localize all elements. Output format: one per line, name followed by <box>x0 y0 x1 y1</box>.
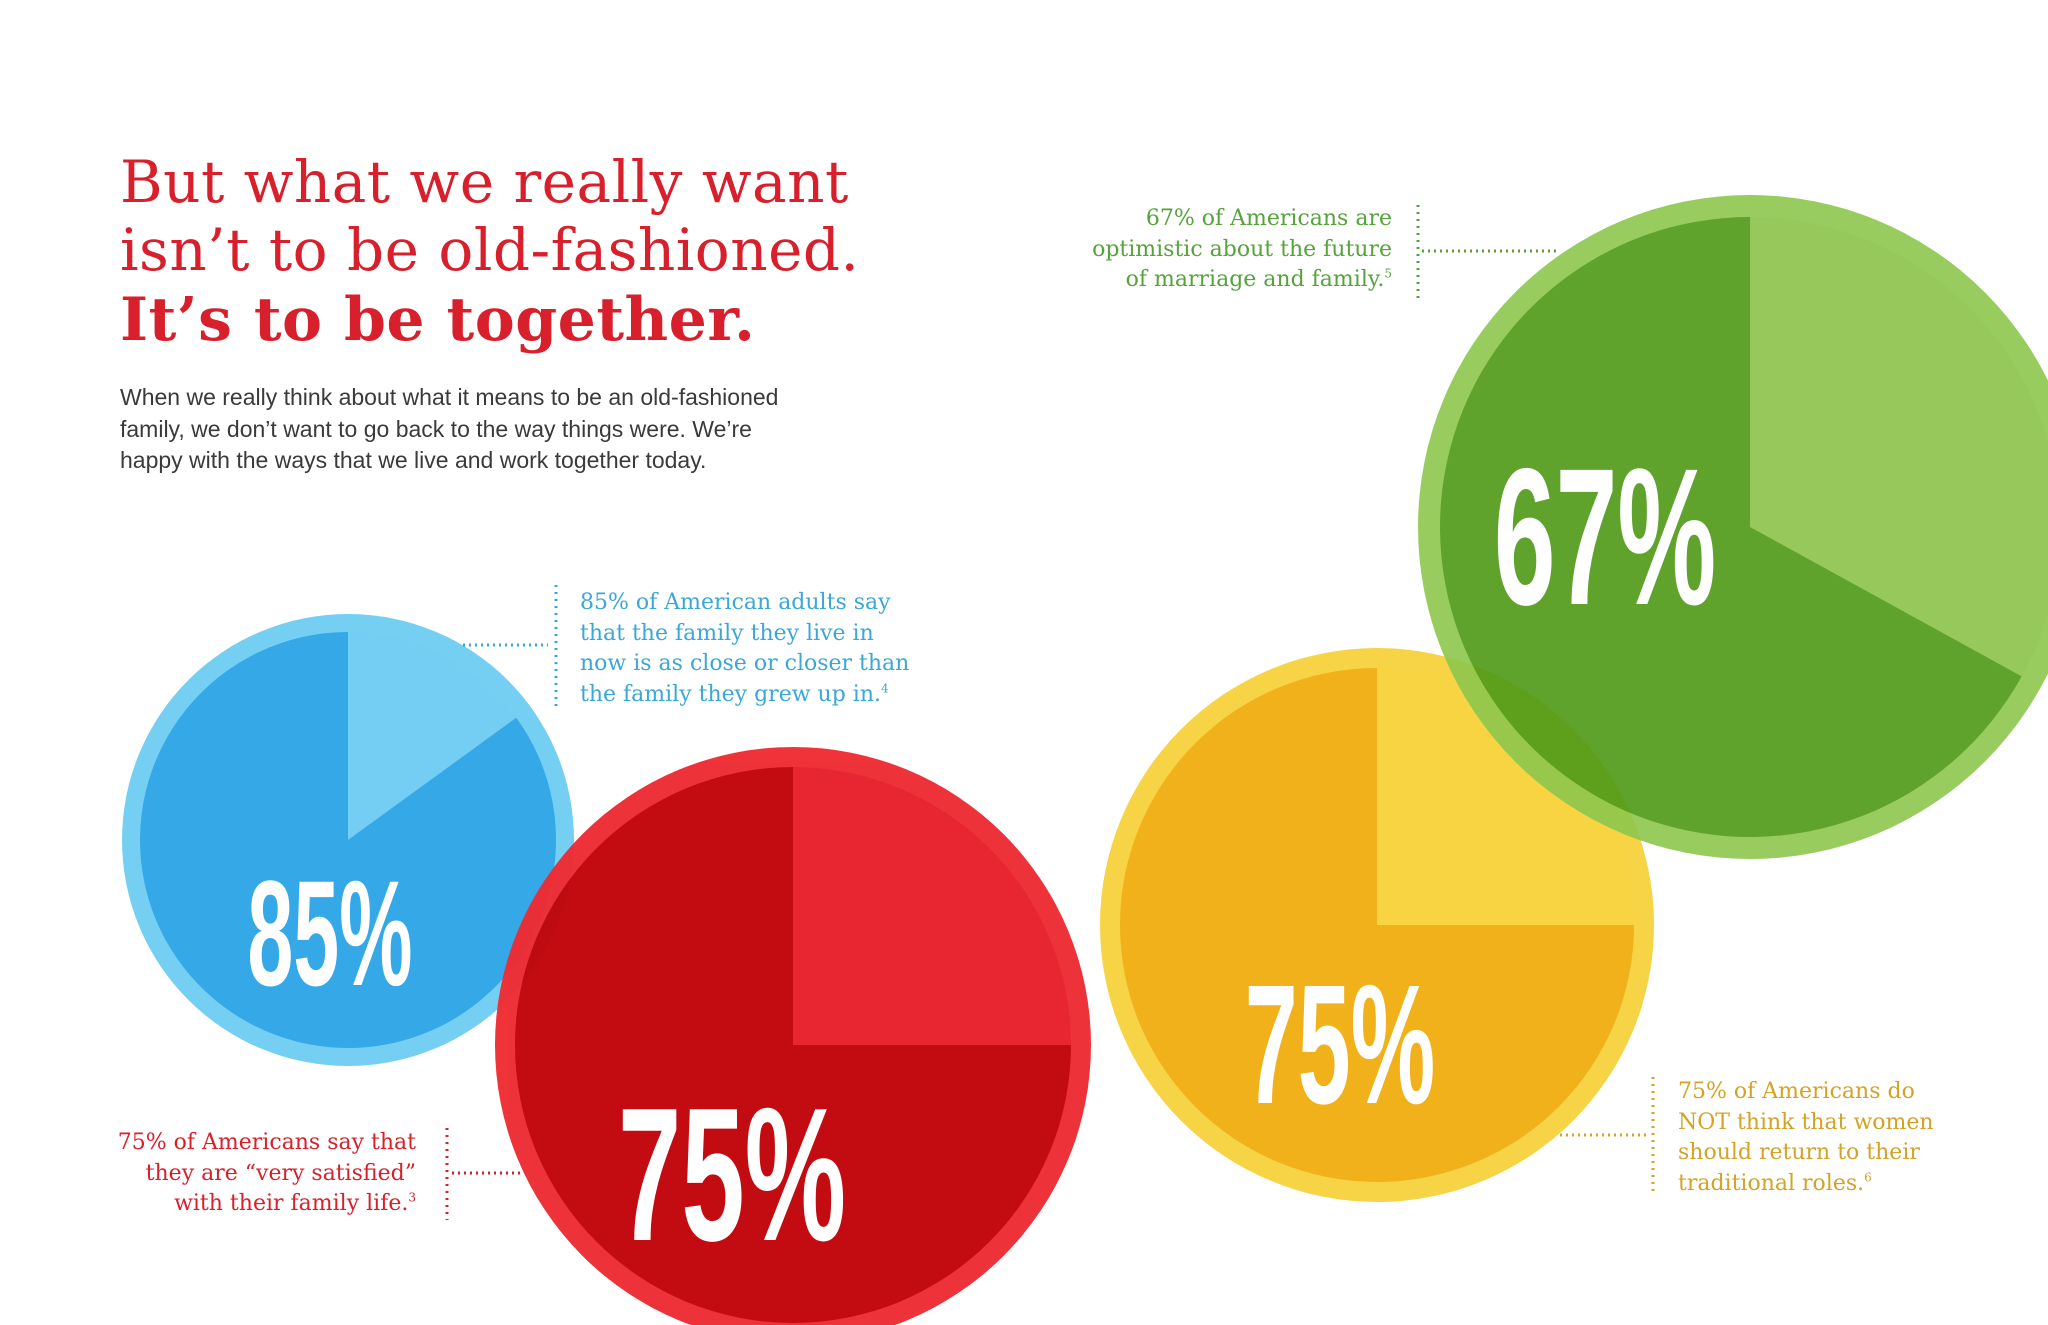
callout-green-line-2: optimistic about the future <box>1092 236 1392 262</box>
callout-green-line-1: 67% of Americans are <box>1145 206 1392 231</box>
callout-blue: 85% of American adults say that the fami… <box>580 588 909 710</box>
pie-yellow <box>1100 648 1654 1202</box>
callout-yellow-line-3: should return to their <box>1678 1140 1920 1165</box>
intro-paragraph: When we really think about what it means… <box>120 382 920 477</box>
pie-label-red: 75% <box>618 1069 846 1281</box>
callout-leader-red <box>445 1128 520 1220</box>
headline: But what we really want isn’t to be old-… <box>120 148 859 354</box>
pie-label-green: 67% <box>1494 427 1716 646</box>
callout-leader-green <box>1416 205 1560 298</box>
headline-line-3: It’s to be together. <box>120 285 756 355</box>
pie-red <box>495 747 1091 1325</box>
callout-yellow-line-1: 75% of Americans do <box>1678 1079 1915 1104</box>
pie-slice-value-red <box>515 767 1071 1323</box>
intro-line-2: family, we don’t want to go back to the … <box>120 415 752 442</box>
footnote-ref: 3 <box>408 1190 416 1205</box>
callout-yellow-line-4: traditional roles.6 <box>1678 1170 1872 1196</box>
callout-green: 67% of Americans are optimistic about th… <box>1000 204 1392 296</box>
callout-leader-yellow <box>1560 1077 1655 1195</box>
callout-red: 75% of Americans say that they are “very… <box>60 1128 416 1220</box>
pie-label-blue: 85% <box>247 849 412 1018</box>
pie-slice-value-blue <box>140 632 557 1048</box>
pie-green <box>1418 195 2048 859</box>
callout-yellow-line-2: NOT think that women <box>1678 1109 1934 1135</box>
pie-slice-value-yellow <box>1120 668 1634 1182</box>
callout-leader-blue <box>463 585 558 710</box>
callout-blue-line-2: that the family they live in <box>580 620 874 646</box>
callout-red-line-1: 75% of Americans say that <box>117 1130 416 1155</box>
intro-line-1: When we really think about what it means… <box>120 384 779 410</box>
pie-blue <box>122 614 574 1066</box>
callout-yellow: 75% of Americans do NOT think that women… <box>1678 1077 1934 1199</box>
callout-red-line-3: with their family life.3 <box>174 1190 416 1216</box>
headline-line-1: But what we really want <box>120 148 849 216</box>
footnote-ref: 6 <box>1864 1170 1872 1185</box>
callout-blue-line-4: the family they grew up in.4 <box>580 681 889 707</box>
footnote-ref: 5 <box>1384 266 1392 281</box>
footnote-ref: 4 <box>880 681 889 696</box>
intro-line-3: happy with the ways that we live and wor… <box>120 447 707 473</box>
headline-line-2: isn’t to be old-fashioned. <box>120 216 860 284</box>
callout-blue-line-3: now is as close or closer than <box>580 651 910 676</box>
callout-blue-line-1: 85% of American adults say <box>580 590 891 615</box>
callout-red-line-2: they are “very satisfied” <box>145 1160 416 1186</box>
pie-label-yellow: 75% <box>1245 950 1436 1140</box>
pie-slice-value-green <box>1440 217 2022 837</box>
callout-green-line-3: of marriage and family.5 <box>1125 266 1392 292</box>
